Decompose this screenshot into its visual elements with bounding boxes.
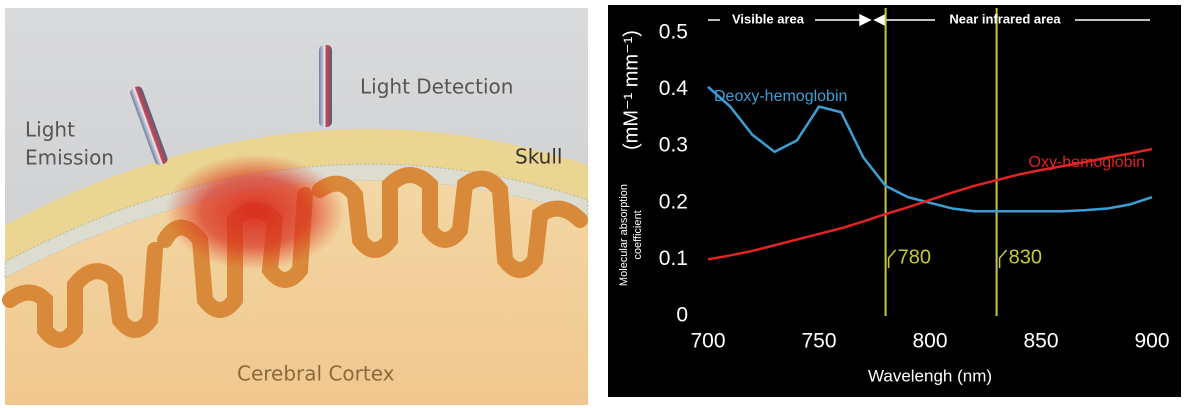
illustration: Light Emission Light Detection Skull Cer…: [0, 0, 600, 408]
light-detection-label: Light Detection: [360, 75, 513, 99]
cerebral-cortex-label: Cerebral Cortex: [237, 362, 395, 386]
wavelength-marker-label: 780: [898, 246, 931, 268]
y-tick-label: 0.5: [659, 21, 688, 44]
x-tick-label: 750: [801, 330, 836, 353]
series-line: [708, 149, 1152, 259]
skull-label: Skull: [515, 145, 562, 169]
region-label: Near infrared area: [949, 11, 1061, 26]
x-tick-label: 850: [1023, 330, 1058, 353]
x-axis-label: Wavelengh (nm): [868, 366, 992, 385]
wavelength-marker-label: 830: [1009, 246, 1042, 268]
series-label: Oxy-hemoglobin: [1029, 154, 1146, 171]
marker-tick: [889, 250, 896, 268]
y-tick-label: 0.1: [659, 247, 688, 270]
light-emission-label: Light: [25, 118, 75, 142]
y-axis-label: (mM⁻¹ mm⁻¹): [620, 30, 642, 150]
series-line: [708, 87, 1152, 212]
detector-probe: [319, 45, 332, 127]
y-axis-label: coefficient: [632, 210, 644, 259]
x-tick-label: 700: [690, 330, 725, 353]
y-tick-label: 0.4: [659, 77, 689, 100]
y-tick-label: 0.2: [659, 190, 688, 213]
page: Light Emission Light Detection Skull Cer…: [0, 0, 1185, 408]
marker-tick: [1000, 250, 1007, 268]
x-tick-label: 900: [1134, 330, 1169, 353]
region-arrows: [708, 15, 1150, 25]
y-tick-label: 0: [676, 304, 688, 327]
light-path: [165, 154, 345, 270]
y-tick-label: 0.3: [659, 134, 688, 157]
chart-background: [608, 5, 1181, 397]
light-emission-label: Emission: [25, 146, 114, 170]
x-tick-label: 800: [912, 330, 947, 353]
series-label: Deoxy-hemoglobin: [714, 88, 847, 105]
y-axis-label: Molecular absorption: [618, 184, 630, 286]
region-label: Visible area: [732, 11, 805, 26]
